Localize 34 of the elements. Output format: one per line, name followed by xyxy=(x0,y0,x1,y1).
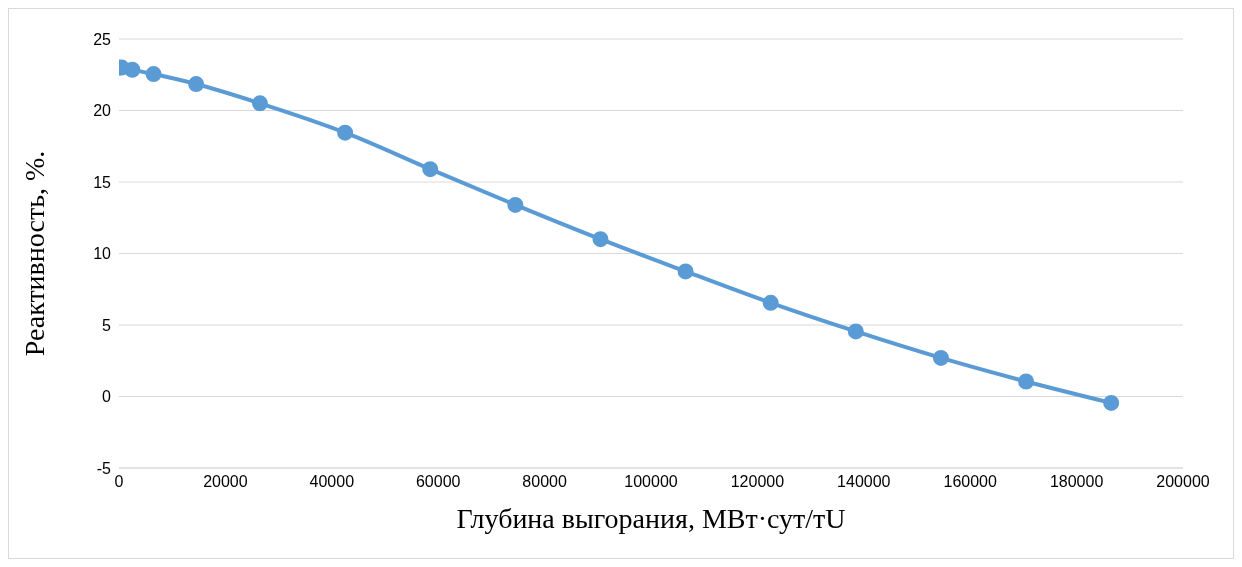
point xyxy=(422,161,439,178)
point xyxy=(145,66,162,83)
x-tick-label: 40000 xyxy=(309,473,355,491)
x-tick-label: 100000 xyxy=(624,473,678,491)
point xyxy=(847,323,864,340)
point xyxy=(762,294,779,311)
y-tick-label: 15 xyxy=(93,173,112,191)
y-tick-label: -5 xyxy=(96,459,112,477)
x-tick-label: 160000 xyxy=(943,473,997,491)
y-tick-label: 5 xyxy=(102,316,112,334)
point xyxy=(1018,373,1035,390)
point xyxy=(251,95,268,112)
y-tick-label: 25 xyxy=(93,30,112,48)
point xyxy=(124,61,141,78)
x-tick-label: 120000 xyxy=(730,473,785,491)
x-tick-label: 200000 xyxy=(1156,473,1210,491)
y-tick-label: 10 xyxy=(93,245,112,263)
y-axis-title: Реактивность, %. xyxy=(18,150,50,357)
y-tick-label: 0 xyxy=(102,388,112,406)
point xyxy=(592,231,609,248)
point xyxy=(337,124,354,141)
point xyxy=(507,196,524,213)
x-axis-title: Глубина выгорания, МВт·сут/тU xyxy=(456,503,846,534)
x-tick-label: 180000 xyxy=(1049,473,1104,491)
y-tick-label: 20 xyxy=(93,102,112,120)
x-tick-label: 140000 xyxy=(837,473,891,491)
point xyxy=(1103,394,1120,411)
x-tick-label: 0 xyxy=(114,473,124,491)
x-tick-label: 20000 xyxy=(203,473,248,491)
point xyxy=(677,263,694,280)
x-tick-label: 80000 xyxy=(522,473,567,491)
x-tick-label: 60000 xyxy=(415,473,461,491)
point xyxy=(188,76,205,93)
point xyxy=(932,349,949,366)
